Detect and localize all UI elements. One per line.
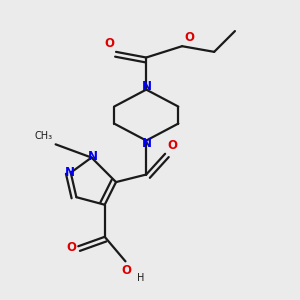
Text: H: H bbox=[137, 273, 144, 283]
Text: O: O bbox=[104, 37, 114, 50]
Text: N: N bbox=[88, 150, 98, 163]
Text: O: O bbox=[66, 241, 76, 254]
Text: O: O bbox=[122, 264, 132, 278]
Text: N: N bbox=[142, 137, 152, 150]
Text: N: N bbox=[64, 166, 75, 179]
Text: O: O bbox=[184, 31, 194, 44]
Text: O: O bbox=[167, 139, 177, 152]
Text: N: N bbox=[142, 80, 152, 93]
Text: CH₃: CH₃ bbox=[34, 131, 52, 141]
